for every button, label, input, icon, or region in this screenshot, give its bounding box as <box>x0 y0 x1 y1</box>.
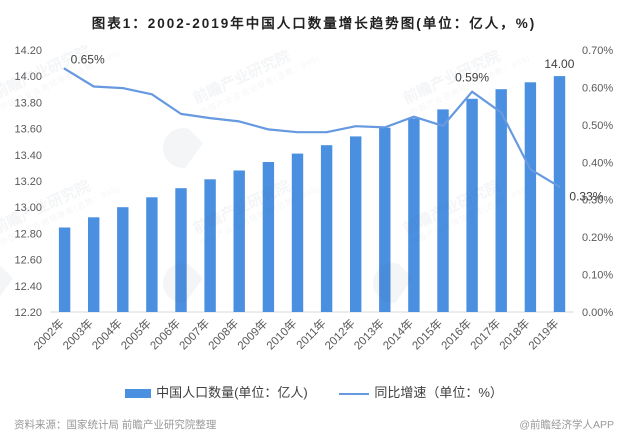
svg-text:14.00: 14.00 <box>544 57 574 71</box>
svg-text:2014年: 2014年 <box>380 316 416 352</box>
svg-text:2010年: 2010年 <box>263 316 299 352</box>
svg-text:0.50%: 0.50% <box>582 120 613 132</box>
svg-text:0.10%: 0.10% <box>582 270 613 282</box>
svg-text:2006年: 2006年 <box>147 316 183 352</box>
svg-text:2002年: 2002年 <box>31 316 67 352</box>
svg-text:14.20: 14.20 <box>14 45 42 57</box>
svg-text:2013年: 2013年 <box>351 316 387 352</box>
svg-text:2019年: 2019年 <box>525 316 561 352</box>
svg-text:2012年: 2012年 <box>322 316 358 352</box>
svg-text:2003年: 2003年 <box>60 316 96 352</box>
svg-text:2015年: 2015年 <box>409 316 445 352</box>
svg-text:2009年: 2009年 <box>234 316 270 352</box>
svg-text:2005年: 2005年 <box>118 316 154 352</box>
svg-text:0.60%: 0.60% <box>582 82 613 94</box>
svg-text:12.20: 12.20 <box>14 307 42 319</box>
svg-text:2017年: 2017年 <box>467 316 503 352</box>
svg-text:0.20%: 0.20% <box>582 232 613 244</box>
svg-text:2007年: 2007年 <box>176 316 212 352</box>
svg-text:0.40%: 0.40% <box>582 157 613 169</box>
svg-text:13.40: 13.40 <box>14 150 42 162</box>
svg-text:2008年: 2008年 <box>205 316 241 352</box>
svg-text:13.60: 13.60 <box>14 124 42 136</box>
svg-text:0.33%: 0.33% <box>569 190 603 204</box>
svg-text:2011年: 2011年 <box>293 316 329 352</box>
svg-text:2004年: 2004年 <box>89 316 125 352</box>
svg-text:0.70%: 0.70% <box>582 45 613 57</box>
svg-text:12.40: 12.40 <box>14 281 42 293</box>
svg-text:13.20: 13.20 <box>14 176 42 188</box>
svg-text:12.60: 12.60 <box>14 255 42 267</box>
svg-text:2018年: 2018年 <box>496 316 532 352</box>
svg-text:2016年: 2016年 <box>438 316 474 352</box>
svg-text:0.00%: 0.00% <box>582 307 613 319</box>
